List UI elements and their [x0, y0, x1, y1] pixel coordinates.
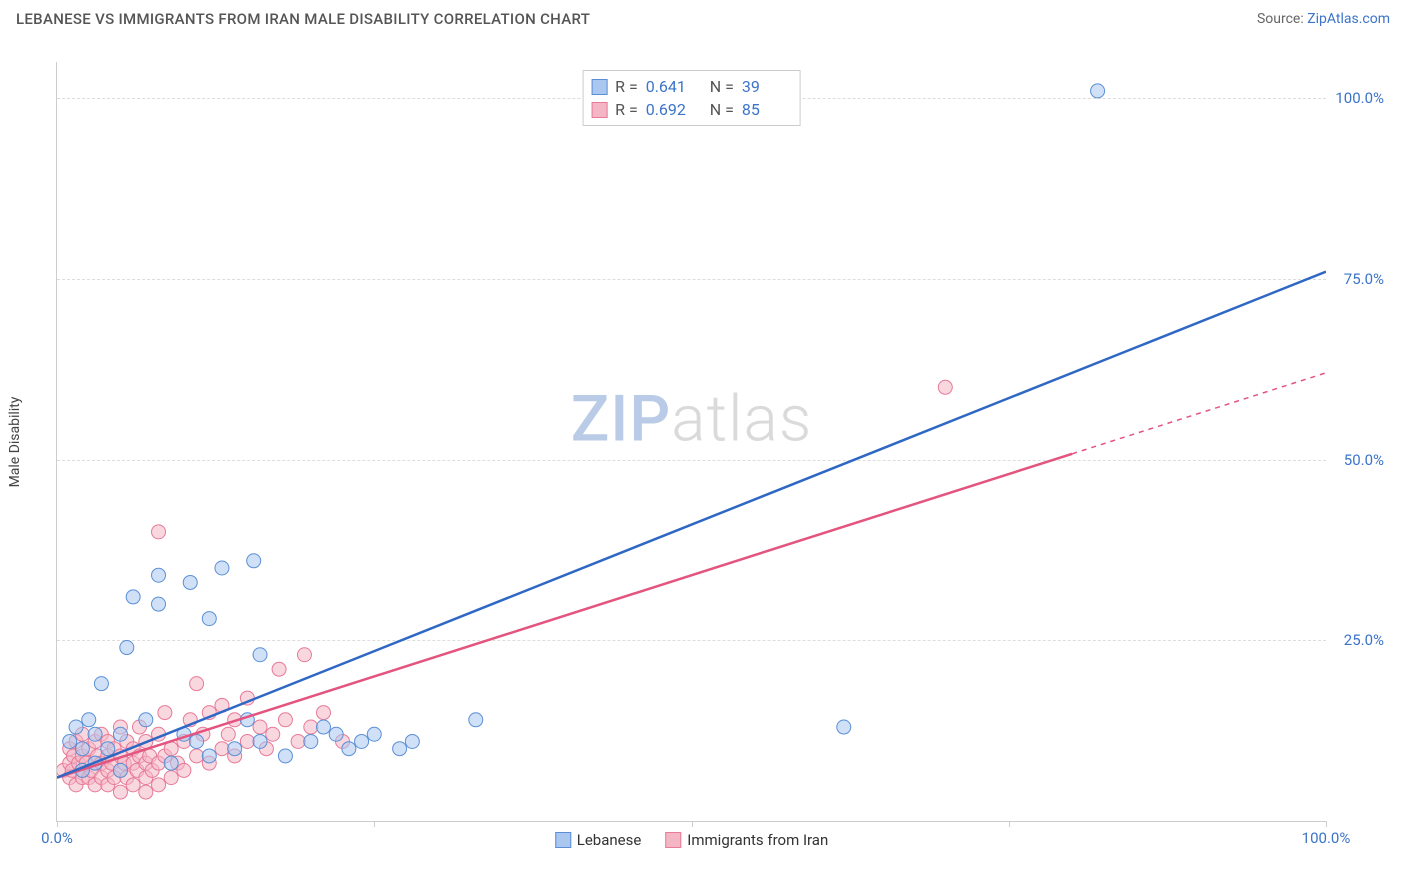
y-tick-label: 100.0% — [1335, 89, 1384, 107]
legend-swatch-1 — [591, 102, 607, 118]
source-label: Source: ZipAtlas.com — [1257, 11, 1390, 27]
chart-container: Male Disability ZIPatlas R = 0.641 N = 3… — [56, 50, 1386, 840]
x-tick-mark — [57, 821, 58, 827]
legend-stats: R = 0.641 N = 39 R = 0.692 N = 85 — [582, 70, 801, 126]
y-tick-label: 50.0% — [1344, 451, 1384, 469]
legend-r-0: 0.641 — [646, 77, 694, 96]
legend-series: Lebanese Immigrants from Iran — [555, 831, 829, 849]
y-tick-label: 25.0% — [1344, 631, 1384, 649]
legend-item-1: Immigrants from Iran — [665, 831, 828, 849]
x-tick-mark — [1009, 821, 1010, 827]
chart-title: LEBANESE VS IMMIGRANTS FROM IRAN MALE DI… — [16, 10, 590, 28]
source-link[interactable]: ZipAtlas.com — [1307, 11, 1390, 27]
x-tick-label: 0.0% — [41, 829, 73, 847]
legend-r-1: 0.692 — [646, 100, 694, 119]
y-tick-label: 75.0% — [1344, 270, 1384, 288]
x-tick-mark — [1326, 821, 1327, 827]
y-axis-label: Male Disability — [7, 396, 23, 487]
legend-n-1: 85 — [742, 100, 790, 119]
legend-bottom-swatch-0 — [555, 832, 571, 848]
plot-area: Male Disability ZIPatlas R = 0.641 N = 3… — [56, 62, 1326, 822]
legend-swatch-0 — [591, 79, 607, 95]
scatter-svg — [57, 62, 1326, 821]
legend-item-0: Lebanese — [555, 831, 642, 849]
legend-n-0: 39 — [742, 77, 790, 96]
legend-bottom-swatch-1 — [665, 832, 681, 848]
x-tick-label: 100.0% — [1302, 829, 1351, 847]
x-tick-mark — [692, 821, 693, 827]
legend-stats-row-0: R = 0.641 N = 39 — [591, 75, 790, 98]
header: LEBANESE VS IMMIGRANTS FROM IRAN MALE DI… — [0, 0, 1406, 32]
x-tick-mark — [374, 821, 375, 827]
legend-stats-row-1: R = 0.692 N = 85 — [591, 98, 790, 121]
